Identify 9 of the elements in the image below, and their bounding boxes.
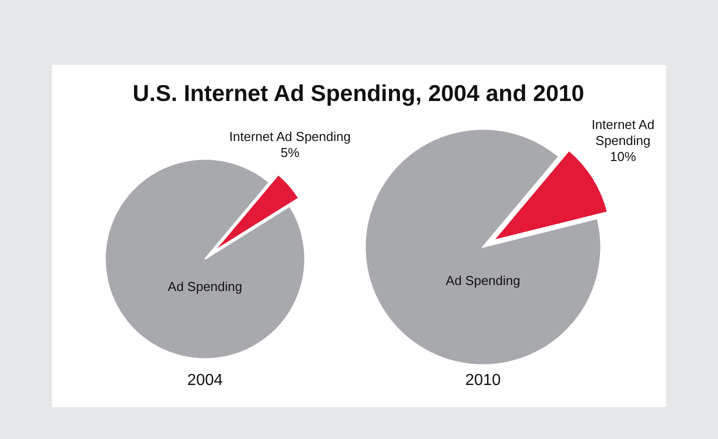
slice-label: Internet Ad Spending [592,117,654,148]
text: 2004 [187,372,223,389]
chart-title: U.S. Internet Ad Spending, 2004 and 2010 [132,80,584,106]
text: 2010 [465,372,501,389]
slice-label: Internet Ad Spending [229,129,351,144]
slice-label: Ad Spending [168,279,242,294]
data-label: 5% [280,145,300,160]
data-label: 10% [610,149,636,164]
slice-label: Ad Spending [446,273,520,288]
